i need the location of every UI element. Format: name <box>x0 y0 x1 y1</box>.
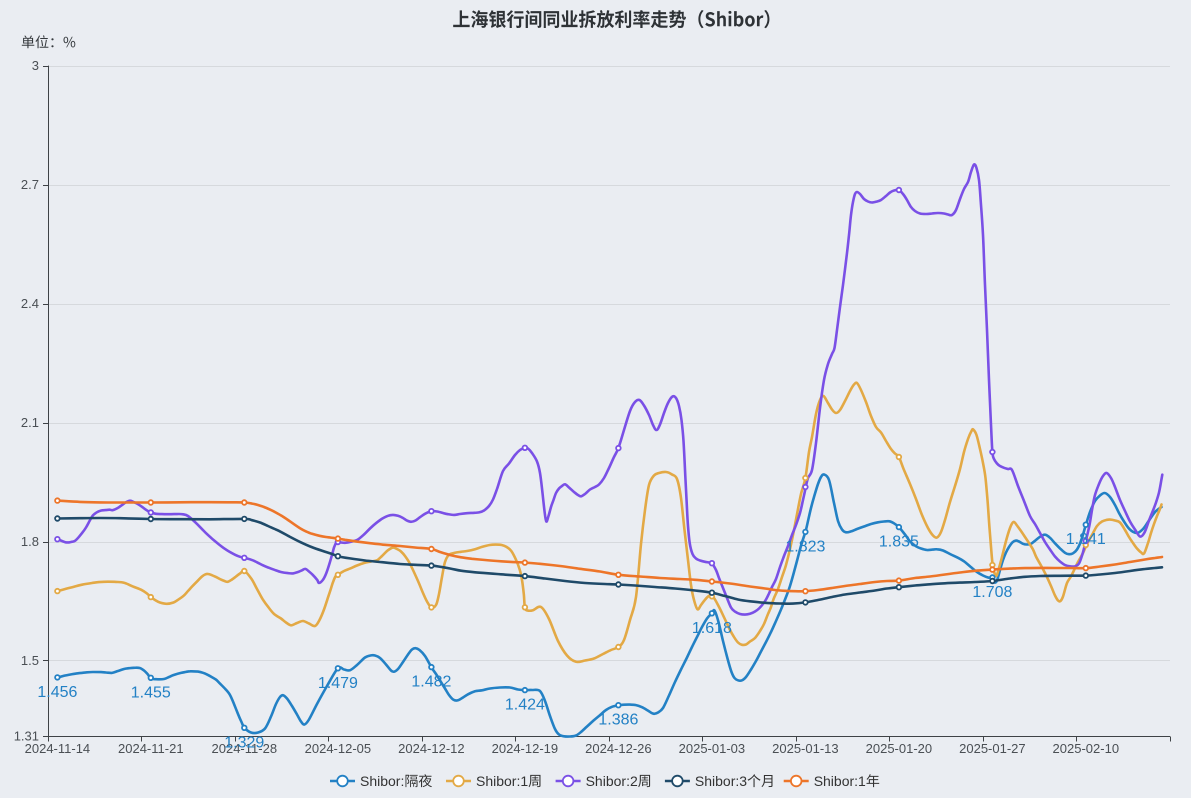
svg-text:1.386: 1.386 <box>598 712 638 729</box>
svg-text:3: 3 <box>32 58 39 73</box>
svg-text:1.456: 1.456 <box>37 684 77 701</box>
svg-text:2024-11-21: 2024-11-21 <box>118 741 184 756</box>
svg-text:2024-12-05: 2024-12-05 <box>305 741 372 756</box>
svg-text:1.479: 1.479 <box>318 675 358 692</box>
svg-text:Shibor:2: Shibor:2 <box>586 773 638 789</box>
svg-text:Shibor:1: Shibor:1 <box>476 773 528 789</box>
svg-text:2025-01-27: 2025-01-27 <box>959 741 1026 756</box>
svg-text:1.708: 1.708 <box>972 584 1012 601</box>
svg-text:Shibor:3: Shibor:3 <box>695 773 747 789</box>
svg-text:1.823: 1.823 <box>785 538 825 555</box>
svg-text:1.482: 1.482 <box>411 674 451 691</box>
svg-text:1.455: 1.455 <box>131 684 171 701</box>
svg-text:2024-12-12: 2024-12-12 <box>398 741 465 756</box>
svg-text:2025-01-03: 2025-01-03 <box>679 741 746 756</box>
svg-text:2024-12-19: 2024-12-19 <box>492 741 559 756</box>
svg-text:2025-01-20: 2025-01-20 <box>866 741 933 756</box>
svg-text:2.1: 2.1 <box>21 415 39 430</box>
svg-text:1.835: 1.835 <box>879 534 919 551</box>
svg-text:2024-11-14: 2024-11-14 <box>25 741 91 756</box>
svg-text:2025-02-10: 2025-02-10 <box>1053 741 1120 756</box>
svg-text:2025-01-13: 2025-01-13 <box>772 741 839 756</box>
svg-text:Shibor:: Shibor: <box>360 773 404 789</box>
svg-text:1.329: 1.329 <box>224 734 264 751</box>
svg-text:Shibor:1: Shibor:1 <box>814 773 866 789</box>
svg-text:2.7: 2.7 <box>21 177 39 192</box>
svg-text:2.4: 2.4 <box>21 296 39 311</box>
svg-text:2024-12-26: 2024-12-26 <box>585 741 652 756</box>
svg-text:1.618: 1.618 <box>692 620 732 637</box>
svg-text:1.424: 1.424 <box>505 697 545 714</box>
svg-text:2024-11-28: 2024-11-28 <box>212 741 278 756</box>
svg-text:1.5: 1.5 <box>21 653 39 668</box>
svg-text:1.31: 1.31 <box>14 729 39 744</box>
svg-text:1.8: 1.8 <box>21 534 39 549</box>
svg-text:1.841: 1.841 <box>1066 531 1106 548</box>
